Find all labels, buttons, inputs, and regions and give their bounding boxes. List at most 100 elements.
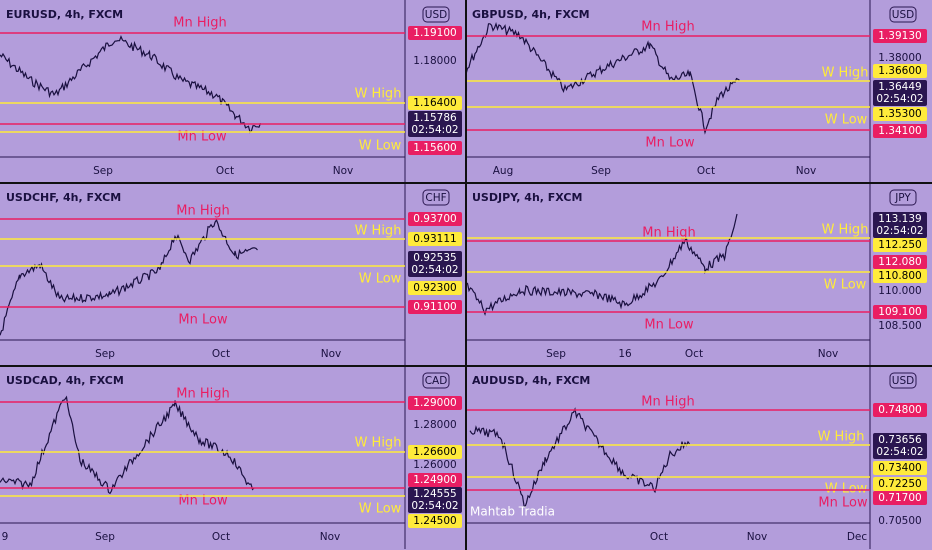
time-label: Nov bbox=[333, 165, 354, 177]
level-label: W Low bbox=[359, 139, 402, 154]
time-label: Oct bbox=[650, 531, 668, 543]
current-price-tag bbox=[408, 251, 462, 277]
price-tag bbox=[408, 26, 462, 40]
price-tag-text: 1.19100 bbox=[413, 27, 456, 39]
price-line bbox=[465, 21, 740, 135]
chart-panel: Mn High 112.080 W High 112.250 W Low 110.800 M… bbox=[465, 183, 927, 366]
level-label: Mn Low bbox=[644, 318, 694, 333]
currency-badge bbox=[422, 189, 450, 206]
price-tag bbox=[408, 232, 462, 246]
chart-panel: Mn High 0.74800 W High 0.73400 W Low 0.72250 M… bbox=[466, 366, 927, 549]
price-tag-text: 0.71700 bbox=[878, 492, 921, 504]
panel-title: USDCHF, 4h, FXCM bbox=[6, 191, 121, 204]
countdown: 02:54:02 bbox=[411, 500, 458, 512]
time-label: 16 bbox=[618, 348, 632, 360]
price-tag-text: 1.24500 bbox=[413, 515, 456, 527]
price-tag-text: 1.34100 bbox=[878, 125, 921, 137]
current-price: 0.73656 bbox=[878, 434, 922, 446]
price-tag-text: 1.15600 bbox=[413, 142, 456, 154]
level-label: Mn High bbox=[173, 16, 226, 31]
time-label: Oct bbox=[697, 165, 715, 177]
current-price: 0.92535 bbox=[413, 252, 456, 264]
panel-title: AUDUSD, 4h, FXCM bbox=[472, 374, 590, 387]
current-price-tag bbox=[408, 111, 462, 137]
price-tag-text: 1.24900 bbox=[413, 474, 456, 486]
currency: USD bbox=[892, 375, 914, 387]
price-tag bbox=[408, 396, 462, 410]
time-label: Nov bbox=[320, 531, 341, 543]
currency-badge bbox=[422, 6, 450, 23]
level-label: W Low bbox=[825, 482, 868, 497]
price-tick: 1.38000 bbox=[878, 52, 921, 64]
currency-badge bbox=[422, 372, 450, 389]
currency: CHF bbox=[425, 192, 446, 204]
time-label: Sep bbox=[546, 348, 566, 360]
price-tag bbox=[873, 403, 927, 417]
chart-panel: Mn High 1.29000 W High 1.26600 Mn Low 1.24900… bbox=[0, 366, 462, 549]
level-label: Mn High bbox=[176, 387, 229, 402]
panel-title: EURUSD, 4h, FXCM bbox=[6, 8, 123, 21]
chart-panel: Mn High 1.39130 W High 1.36600 W Low 1.35300 M… bbox=[465, 0, 927, 183]
level-label: W High bbox=[355, 224, 402, 239]
currency-badge bbox=[889, 6, 917, 23]
current-price-tag bbox=[873, 433, 927, 459]
currency: CAD bbox=[425, 375, 448, 387]
panel-title: GBPUSD, 4h, FXCM bbox=[472, 8, 590, 21]
panel-title: USDJPY, 4h, FXCM bbox=[472, 191, 582, 204]
level-label: W High bbox=[822, 223, 869, 238]
price-tag-text: 0.73400 bbox=[878, 462, 921, 474]
countdown: 02:54:02 bbox=[876, 446, 923, 458]
current-price-tag bbox=[408, 487, 462, 513]
price-tag bbox=[873, 461, 927, 475]
currency: USD bbox=[425, 9, 447, 21]
countdown: 02:54:02 bbox=[876, 93, 923, 105]
price-line bbox=[465, 213, 738, 316]
price-tag bbox=[873, 29, 927, 43]
level-label: Mn Low bbox=[818, 496, 868, 511]
level-label: W High bbox=[355, 87, 402, 102]
level-label: Mn Low bbox=[178, 494, 228, 509]
price-tag-text: 1.39130 bbox=[878, 30, 921, 42]
price-tag-text: 0.74800 bbox=[878, 404, 921, 416]
countdown: 02:54:02 bbox=[411, 264, 458, 276]
level-label: Mn High bbox=[176, 204, 229, 219]
time-label: Nov bbox=[818, 348, 839, 360]
time-label: Sep bbox=[95, 531, 115, 543]
chart-panel: Mn High 1.19100 W High 1.16400 Mn Low 1.15600… bbox=[0, 0, 462, 183]
price-tag-text: 112.080 bbox=[878, 256, 921, 268]
time-label: Nov bbox=[796, 165, 817, 177]
current-price-tag bbox=[873, 80, 927, 106]
price-tag bbox=[408, 300, 462, 314]
price-tick: 1.28000 bbox=[413, 419, 456, 431]
price-tag-text: 110.800 bbox=[878, 270, 921, 282]
watermark: Mahtab Tradia bbox=[470, 505, 555, 519]
price-tag-text: 1.29000 bbox=[413, 397, 456, 409]
level-label: Mn High bbox=[642, 226, 695, 241]
price-tag-text: 1.16400 bbox=[413, 97, 456, 109]
price-tag bbox=[408, 445, 462, 459]
level-label: W Low bbox=[824, 278, 867, 293]
countdown: 02:54:02 bbox=[876, 225, 923, 237]
chart-panel: Mn High 0.93700 W High 0.93111 W Low 0.92300 M… bbox=[0, 183, 462, 366]
level-label: W High bbox=[818, 430, 865, 445]
price-tag-text: 1.26600 bbox=[413, 446, 456, 458]
price-tag-text: 1.36600 bbox=[878, 65, 921, 77]
level-label: W High bbox=[822, 66, 869, 81]
level-label: W Low bbox=[359, 502, 402, 517]
currency: JPY bbox=[894, 192, 911, 204]
time-label: Aug bbox=[493, 165, 514, 177]
time-label: Oct bbox=[212, 348, 230, 360]
price-tag bbox=[873, 107, 927, 121]
price-tag bbox=[408, 473, 462, 487]
level-label: Mn Low bbox=[645, 136, 695, 151]
time-label: Nov bbox=[747, 531, 768, 543]
level-label: Mn Low bbox=[178, 313, 228, 328]
time-label: Dec bbox=[847, 531, 868, 543]
time-label: Sep bbox=[591, 165, 611, 177]
price-tag bbox=[408, 141, 462, 155]
current-price: 1.36449 bbox=[878, 81, 921, 93]
time-label: Oct bbox=[216, 165, 234, 177]
price-tick: 0.70500 bbox=[878, 515, 921, 527]
price-tag bbox=[873, 477, 927, 491]
